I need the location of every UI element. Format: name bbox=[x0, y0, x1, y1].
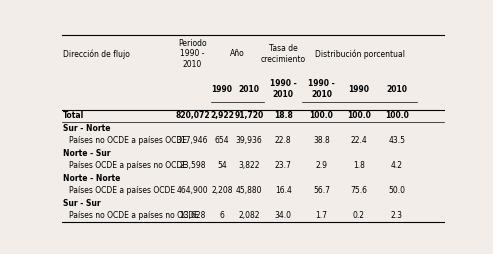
Text: Sur - Norte: Sur - Norte bbox=[63, 124, 110, 133]
Text: Distribución porcentual: Distribución porcentual bbox=[315, 49, 405, 59]
Text: 56.7: 56.7 bbox=[313, 186, 330, 195]
Text: 654: 654 bbox=[215, 136, 229, 146]
Text: 18.8: 18.8 bbox=[274, 112, 293, 120]
Text: 317,946: 317,946 bbox=[176, 136, 208, 146]
Text: 45,880: 45,880 bbox=[236, 186, 262, 195]
Text: 2,922: 2,922 bbox=[210, 112, 234, 120]
Text: 23.7: 23.7 bbox=[275, 162, 292, 170]
Text: Total: Total bbox=[63, 112, 84, 120]
Text: 50.0: 50.0 bbox=[388, 186, 405, 195]
Text: 43.5: 43.5 bbox=[388, 136, 405, 146]
Text: 3,822: 3,822 bbox=[238, 162, 260, 170]
Text: Países no OCDE a países OCDE: Países no OCDE a países OCDE bbox=[69, 136, 186, 146]
Text: 91,720: 91,720 bbox=[234, 112, 263, 120]
Text: Año: Año bbox=[230, 50, 245, 58]
Text: 1990: 1990 bbox=[211, 85, 233, 94]
Text: 16.4: 16.4 bbox=[275, 186, 292, 195]
Text: 54: 54 bbox=[217, 162, 227, 170]
Text: 2010: 2010 bbox=[238, 85, 259, 94]
Text: 2.3: 2.3 bbox=[391, 211, 403, 220]
Text: 100.0: 100.0 bbox=[385, 112, 409, 120]
Text: Periodo
1990 -
2010: Periodo 1990 - 2010 bbox=[178, 39, 207, 69]
Text: 2,208: 2,208 bbox=[211, 186, 233, 195]
Text: 1990: 1990 bbox=[348, 85, 369, 94]
Text: 2,082: 2,082 bbox=[238, 211, 260, 220]
Text: 1990 -
2010: 1990 - 2010 bbox=[308, 80, 335, 99]
Text: Tasa de
crecimiento: Tasa de crecimiento bbox=[261, 44, 306, 64]
Text: Países no OCDE a países no OCDE: Países no OCDE a países no OCDE bbox=[69, 211, 198, 220]
Text: 820,072: 820,072 bbox=[175, 112, 210, 120]
Text: 100.0: 100.0 bbox=[310, 112, 333, 120]
Text: 39,936: 39,936 bbox=[236, 136, 262, 146]
Text: 464,900: 464,900 bbox=[176, 186, 209, 195]
Text: 1.7: 1.7 bbox=[316, 211, 327, 220]
Text: 4.2: 4.2 bbox=[391, 162, 403, 170]
Text: 13,628: 13,628 bbox=[179, 211, 206, 220]
Text: Norte - Norte: Norte - Norte bbox=[63, 174, 120, 183]
Text: 2010: 2010 bbox=[387, 85, 407, 94]
Text: 0.2: 0.2 bbox=[352, 211, 365, 220]
Text: 22.4: 22.4 bbox=[351, 136, 367, 146]
Text: Sur - Sur: Sur - Sur bbox=[63, 199, 101, 208]
Text: Norte - Sur: Norte - Sur bbox=[63, 149, 110, 158]
Text: Dirección de flujo: Dirección de flujo bbox=[63, 49, 130, 59]
Text: 1990 -
2010: 1990 - 2010 bbox=[270, 80, 297, 99]
Text: 75.6: 75.6 bbox=[350, 186, 367, 195]
Text: 100.0: 100.0 bbox=[347, 112, 371, 120]
Text: 23,598: 23,598 bbox=[179, 162, 206, 170]
Text: Países OCDE a países OCDE: Países OCDE a países OCDE bbox=[69, 186, 175, 195]
Text: 22.8: 22.8 bbox=[275, 136, 291, 146]
Text: 2.9: 2.9 bbox=[316, 162, 327, 170]
Text: Países OCDE a países no OCDE: Países OCDE a países no OCDE bbox=[69, 162, 186, 170]
Text: 34.0: 34.0 bbox=[275, 211, 292, 220]
Text: 38.8: 38.8 bbox=[313, 136, 330, 146]
Text: 6: 6 bbox=[220, 211, 224, 220]
Text: 1.8: 1.8 bbox=[353, 162, 365, 170]
